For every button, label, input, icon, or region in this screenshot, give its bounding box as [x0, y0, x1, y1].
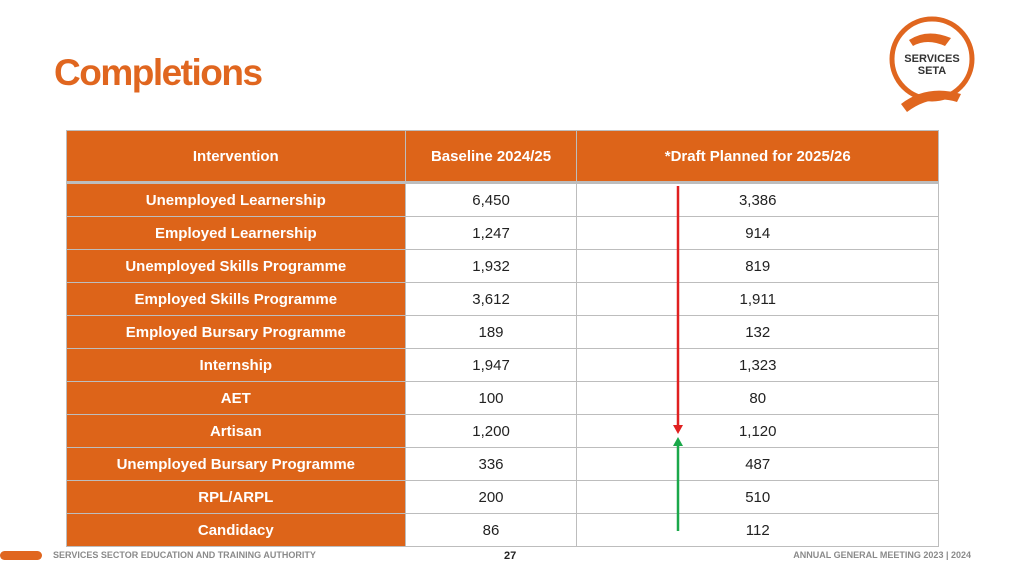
table-row: Unemployed Learnership 6,450 3,386 [66, 182, 939, 217]
table-row: Unemployed Bursary Programme 336 487 [66, 447, 939, 481]
cell: 6,450 [404, 182, 578, 217]
cell: 1,120 [576, 414, 939, 448]
row-label: RPL/ARPL [66, 480, 406, 514]
footer-bar [0, 551, 42, 560]
cell: 819 [576, 249, 939, 283]
slide-title: Completions [54, 52, 263, 93]
row-label: Unemployed Skills Programme [66, 249, 406, 283]
cell: 3,386 [576, 182, 939, 217]
cell: 1,247 [404, 216, 578, 250]
table-row: Employed Bursary Programme 189 132 [66, 315, 939, 349]
cell: 3,612 [404, 282, 578, 316]
table-row: AET 100 80 [66, 381, 939, 415]
column-header: Baseline 2024/25 [404, 130, 578, 184]
cell: 189 [404, 315, 578, 349]
logo: SERVICES SETA [889, 16, 975, 112]
table-row: Employed Learnership 1,247 914 [66, 216, 939, 250]
cell: 487 [576, 447, 939, 481]
row-label: Candidacy [66, 513, 406, 547]
cell: 336 [404, 447, 578, 481]
cell: 1,200 [404, 414, 578, 448]
row-label: Employed Learnership [66, 216, 406, 250]
table-row: Internship 1,947 1,323 [66, 348, 939, 382]
table-row: Candidacy 86 112 [66, 513, 939, 547]
logo-text: SETA [918, 65, 947, 77]
column-header: Intervention [66, 130, 406, 184]
cell: 80 [576, 381, 939, 415]
table-row: Artisan 1,200 1,120 [66, 414, 939, 448]
cell: 112 [576, 513, 939, 547]
table-row: Unemployed Skills Programme 1,932 819 [66, 249, 939, 283]
footer-right: ANNUAL GENERAL MEETING 2023 | 2024 [793, 550, 971, 560]
table-body: Unemployed Learnership 6,450 3,386 Employed… [66, 182, 939, 547]
row-label: Unemployed Learnership [66, 182, 406, 217]
row-label: AET [66, 381, 406, 415]
cell: 100 [404, 381, 578, 415]
page-number: 27 [504, 550, 517, 562]
cell: 132 [576, 315, 939, 349]
logo-text: SERVICES [904, 53, 959, 65]
header-row: Intervention Baseline 2024/25 *Draft Plann… [66, 130, 939, 184]
cell: 510 [576, 480, 939, 514]
cell: 1,932 [404, 249, 578, 283]
table-row: Employed Skills Programme 3,612 1,911 [66, 282, 939, 316]
cell: 1,947 [404, 348, 578, 382]
table-row: RPL/ARPL 200 510 [66, 480, 939, 514]
row-label: Employed Bursary Programme [66, 315, 406, 349]
row-label: Artisan [66, 414, 406, 448]
cell: 86 [404, 513, 578, 547]
footer-left: SERVICES SECTOR EDUCATION AND TRAINING A… [53, 550, 316, 560]
cell: 200 [404, 480, 578, 514]
cell: 914 [576, 216, 939, 250]
cell: 1,911 [576, 282, 939, 316]
row-label: Employed Skills Programme [66, 282, 406, 316]
cell: 1,323 [576, 348, 939, 382]
row-label: Unemployed Bursary Programme [66, 447, 406, 481]
row-label: Internship [66, 348, 406, 382]
column-header: *Draft Planned for 2025/26 [576, 130, 939, 184]
table: Intervention Baseline 2024/25 *Draft Plann… [66, 130, 939, 547]
